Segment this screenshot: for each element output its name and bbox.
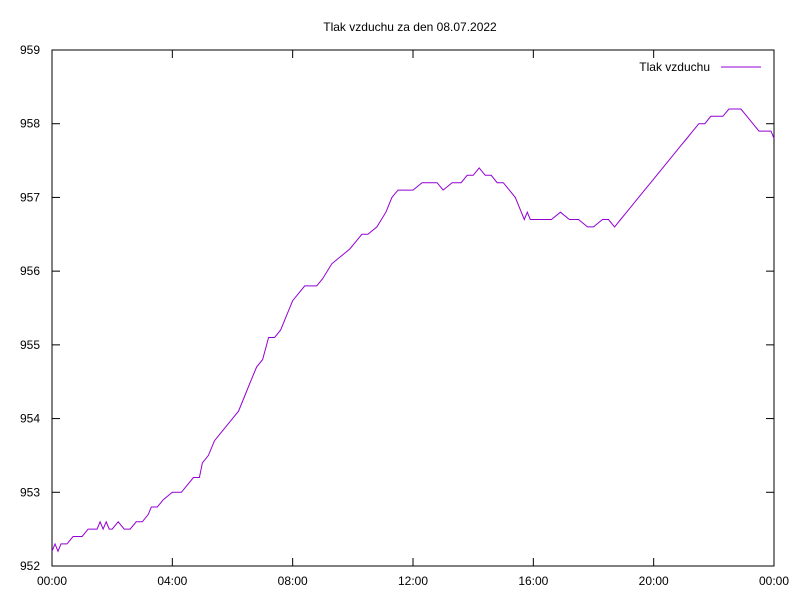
x-tick-label: 04:00 [157, 574, 187, 588]
y-tick-label: 957 [20, 190, 40, 204]
plot-frame [51, 49, 775, 567]
y-tick-label: 955 [20, 338, 40, 352]
x-tick-label: 20:00 [639, 574, 669, 588]
chart-title: Tlak vzduchu za den 08.07.2022 [323, 20, 497, 34]
x-axis-tick-labels: 00:00 04:00 08:00 12:00 16:00 20:00 00:00 [37, 574, 789, 588]
axis-ticks [51, 49, 775, 567]
x-tick-label: 00:00 [759, 574, 789, 588]
x-tick-label: 16:00 [518, 574, 548, 588]
x-tick-label: 12:00 [398, 574, 428, 588]
y-tick-label: 958 [20, 117, 40, 131]
y-tick-label: 953 [20, 485, 40, 499]
y-tick-label: 954 [20, 412, 40, 426]
legend-label: Tlak vzduchu [639, 60, 710, 74]
legend: Tlak vzduchu [639, 60, 761, 74]
y-tick-label: 952 [20, 559, 40, 573]
y-tick-label: 959 [20, 43, 40, 57]
x-tick-label: 00:00 [37, 574, 67, 588]
y-tick-label: 956 [20, 264, 40, 278]
series-line-pressure [51, 108, 775, 553]
y-axis-tick-labels: 952 953 954 955 956 957 958 959 [20, 43, 40, 573]
x-tick-label: 08:00 [278, 574, 308, 588]
